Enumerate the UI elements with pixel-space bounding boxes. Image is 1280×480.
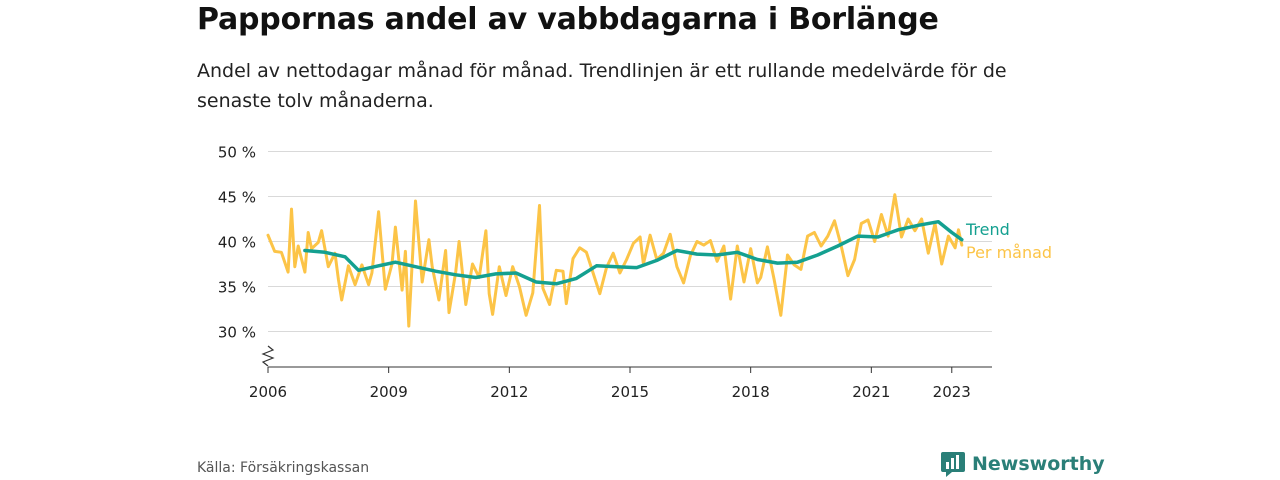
trend-series-line — [303, 219, 964, 286]
monthly-series-label: Per månad — [966, 243, 1052, 262]
x-tick-label: 2023 — [933, 383, 971, 401]
monthly-series-line — [266, 193, 964, 328]
x-tick-label: 2015 — [611, 383, 649, 401]
y-tick-label: 40 % — [218, 234, 256, 252]
y-tick-label: 35 % — [218, 279, 256, 297]
x-tick-label: 2006 — [249, 383, 287, 401]
y-tick-label: 45 % — [218, 189, 256, 207]
trend-series-label: Trend — [965, 220, 1010, 239]
chart-subtitle: Andel av nettodagar månad för månad. Tre… — [197, 60, 1007, 112]
y-tick-label: 50 % — [218, 144, 256, 162]
chart-title: Pappornas andel av vabbdagarna i Borläng… — [197, 2, 939, 37]
x-tick-label: 2018 — [732, 383, 770, 401]
x-tick-label: 2021 — [852, 383, 890, 401]
newsworthy-logo: Newsworthy — [940, 450, 1105, 478]
brand-name: Newsworthy — [972, 453, 1105, 475]
source-note: Källa: Försäkringskassan — [197, 460, 370, 476]
x-tick-label: 2009 — [370, 383, 408, 401]
x-tick-label: 2012 — [490, 383, 528, 401]
axis-break-icon — [261, 345, 275, 367]
y-tick-label: 30 % — [218, 324, 256, 342]
newsworthy-chart-icon — [941, 452, 965, 477]
